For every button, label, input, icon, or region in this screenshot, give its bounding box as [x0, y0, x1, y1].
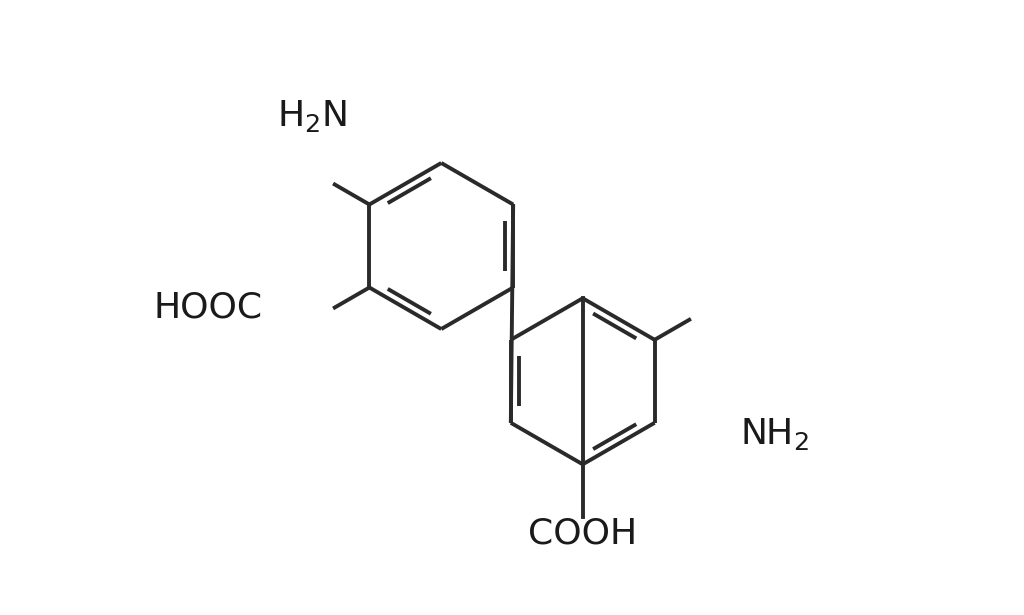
Text: COOH: COOH — [528, 517, 637, 550]
Text: NH$_2$: NH$_2$ — [739, 416, 809, 451]
Text: HOOC: HOOC — [154, 290, 263, 325]
Text: H$_2$N: H$_2$N — [278, 98, 347, 135]
